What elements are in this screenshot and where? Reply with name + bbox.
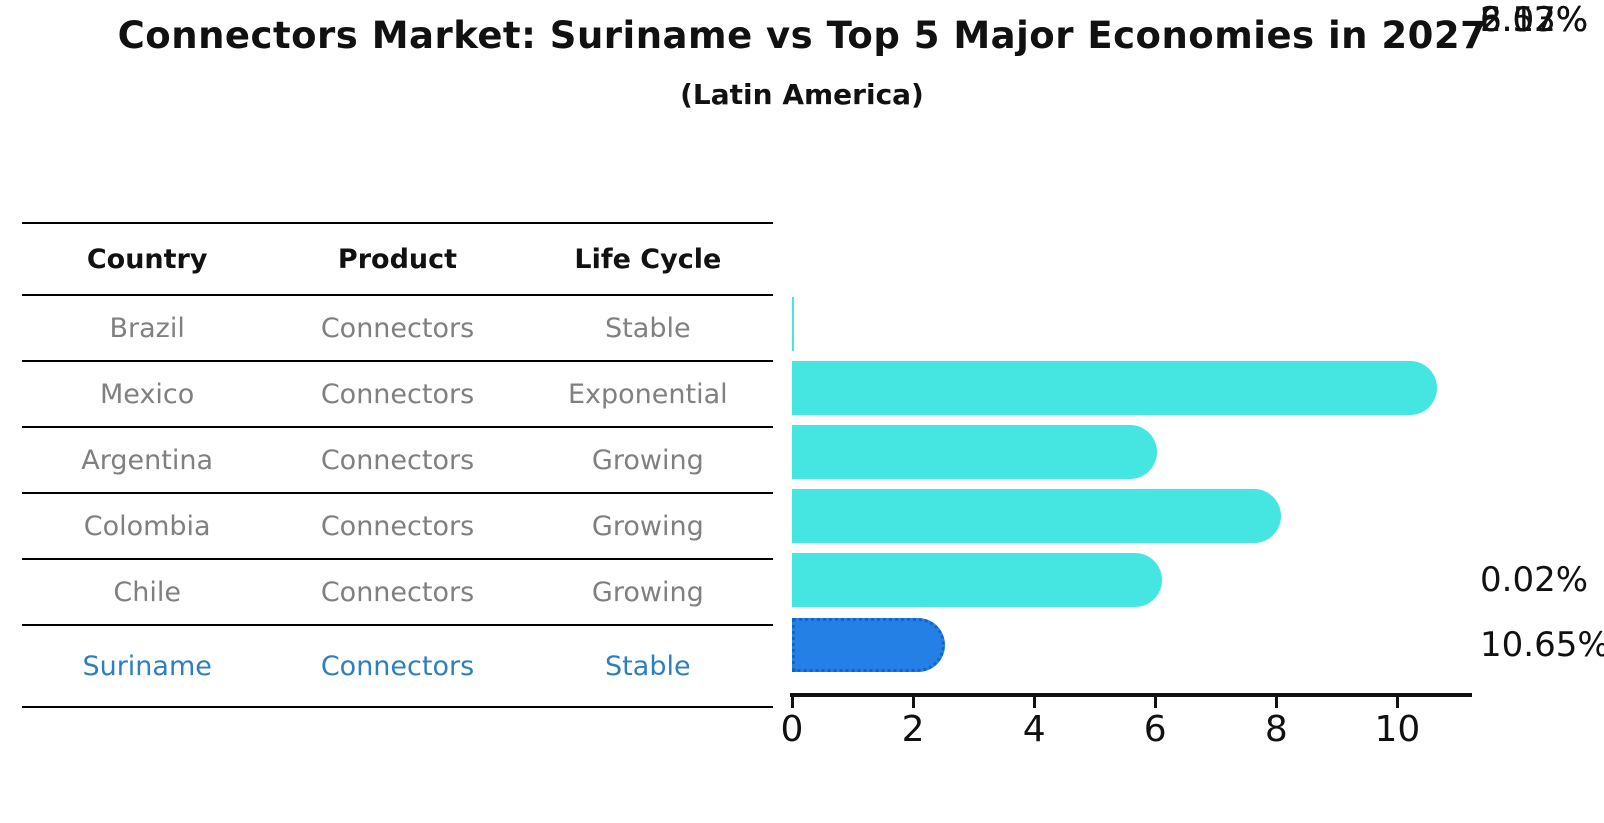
cell-lifecycle: Growing — [591, 444, 704, 476]
bar-chile — [792, 553, 1163, 607]
value-label: 6.12% — [1480, 0, 1589, 40]
x-axis-tick — [790, 697, 794, 708]
cell-lifecycle: Stable — [605, 312, 691, 344]
bar-argentina — [792, 425, 1158, 479]
cell-country: Chile — [113, 576, 181, 608]
cell-lifecycle: Growing — [591, 576, 704, 608]
value-label: 6.03% — [1480, 0, 1589, 40]
cell-lifecycle: Exponential — [567, 378, 728, 410]
cell-product: Connectors — [320, 650, 475, 682]
col-header-product: Product — [337, 243, 458, 275]
x-axis-tick-label: 6 — [1143, 709, 1167, 750]
cell-product: Connectors — [320, 378, 475, 410]
x-axis-line — [790, 693, 1472, 697]
x-axis-tick-label: 8 — [1264, 709, 1288, 750]
cell-product: Connectors — [320, 312, 475, 344]
cell-country: Colombia — [83, 510, 211, 542]
x-axis: 0 2 4 6 8 10 — [781, 693, 1474, 750]
bar-mexico — [792, 361, 1437, 415]
table-row: Argentina Connectors Growing — [22, 428, 773, 494]
cell-product: Connectors — [320, 444, 475, 476]
x-axis-tick-label: 10 — [1374, 709, 1421, 750]
x-axis-tick-label: 2 — [901, 709, 925, 750]
x-axis-tick — [911, 697, 915, 708]
cell-lifecycle: Growing — [591, 510, 704, 542]
value-label: 10.65% — [1480, 625, 1604, 665]
x-axis-tick-label: 0 — [780, 709, 804, 750]
x-axis-tick-label: 4 — [1022, 709, 1046, 750]
table-row: Brazil Connectors Stable — [22, 296, 773, 362]
col-header-lifecycle: Life Cycle — [574, 243, 722, 275]
cell-lifecycle: Stable — [605, 650, 691, 682]
bar-suriname-highlight — [792, 618, 945, 672]
table-row: Colombia Connectors Growing — [22, 494, 773, 560]
country-table: Country Product Life Cycle Brazil Connec… — [22, 222, 773, 708]
table-header-row: Country Product Life Cycle — [22, 224, 773, 296]
chart-title: Connectors Market: Suriname vs Top 5 Maj… — [117, 14, 1487, 57]
cell-country: Mexico — [100, 378, 195, 410]
table-row-highlight-suriname: Suriname Connectors Stable — [22, 626, 773, 708]
cell-product: Connectors — [320, 576, 475, 608]
bar-colombia — [792, 489, 1281, 543]
cell-country: Argentina — [81, 444, 214, 476]
value-label: 8.07% — [1480, 0, 1589, 40]
cell-country: Suriname — [82, 650, 212, 682]
cell-product: Connectors — [320, 510, 475, 542]
value-label: 2.52% — [1480, 0, 1589, 40]
table-row: Mexico Connectors Exponential — [22, 362, 773, 428]
x-axis-tick — [1153, 697, 1157, 708]
x-axis-tick — [1032, 697, 1036, 708]
col-header-country: Country — [86, 243, 208, 275]
x-axis-tick — [1395, 697, 1399, 708]
chart-subtitle: (Latin America) — [680, 78, 924, 111]
bar-plot-area — [792, 292, 1470, 693]
value-label: 0.02% — [1480, 560, 1589, 600]
table-row: Chile Connectors Growing — [22, 560, 773, 626]
cell-country: Brazil — [109, 312, 185, 344]
bar-brazil — [792, 297, 794, 351]
x-axis-tick — [1274, 697, 1278, 708]
